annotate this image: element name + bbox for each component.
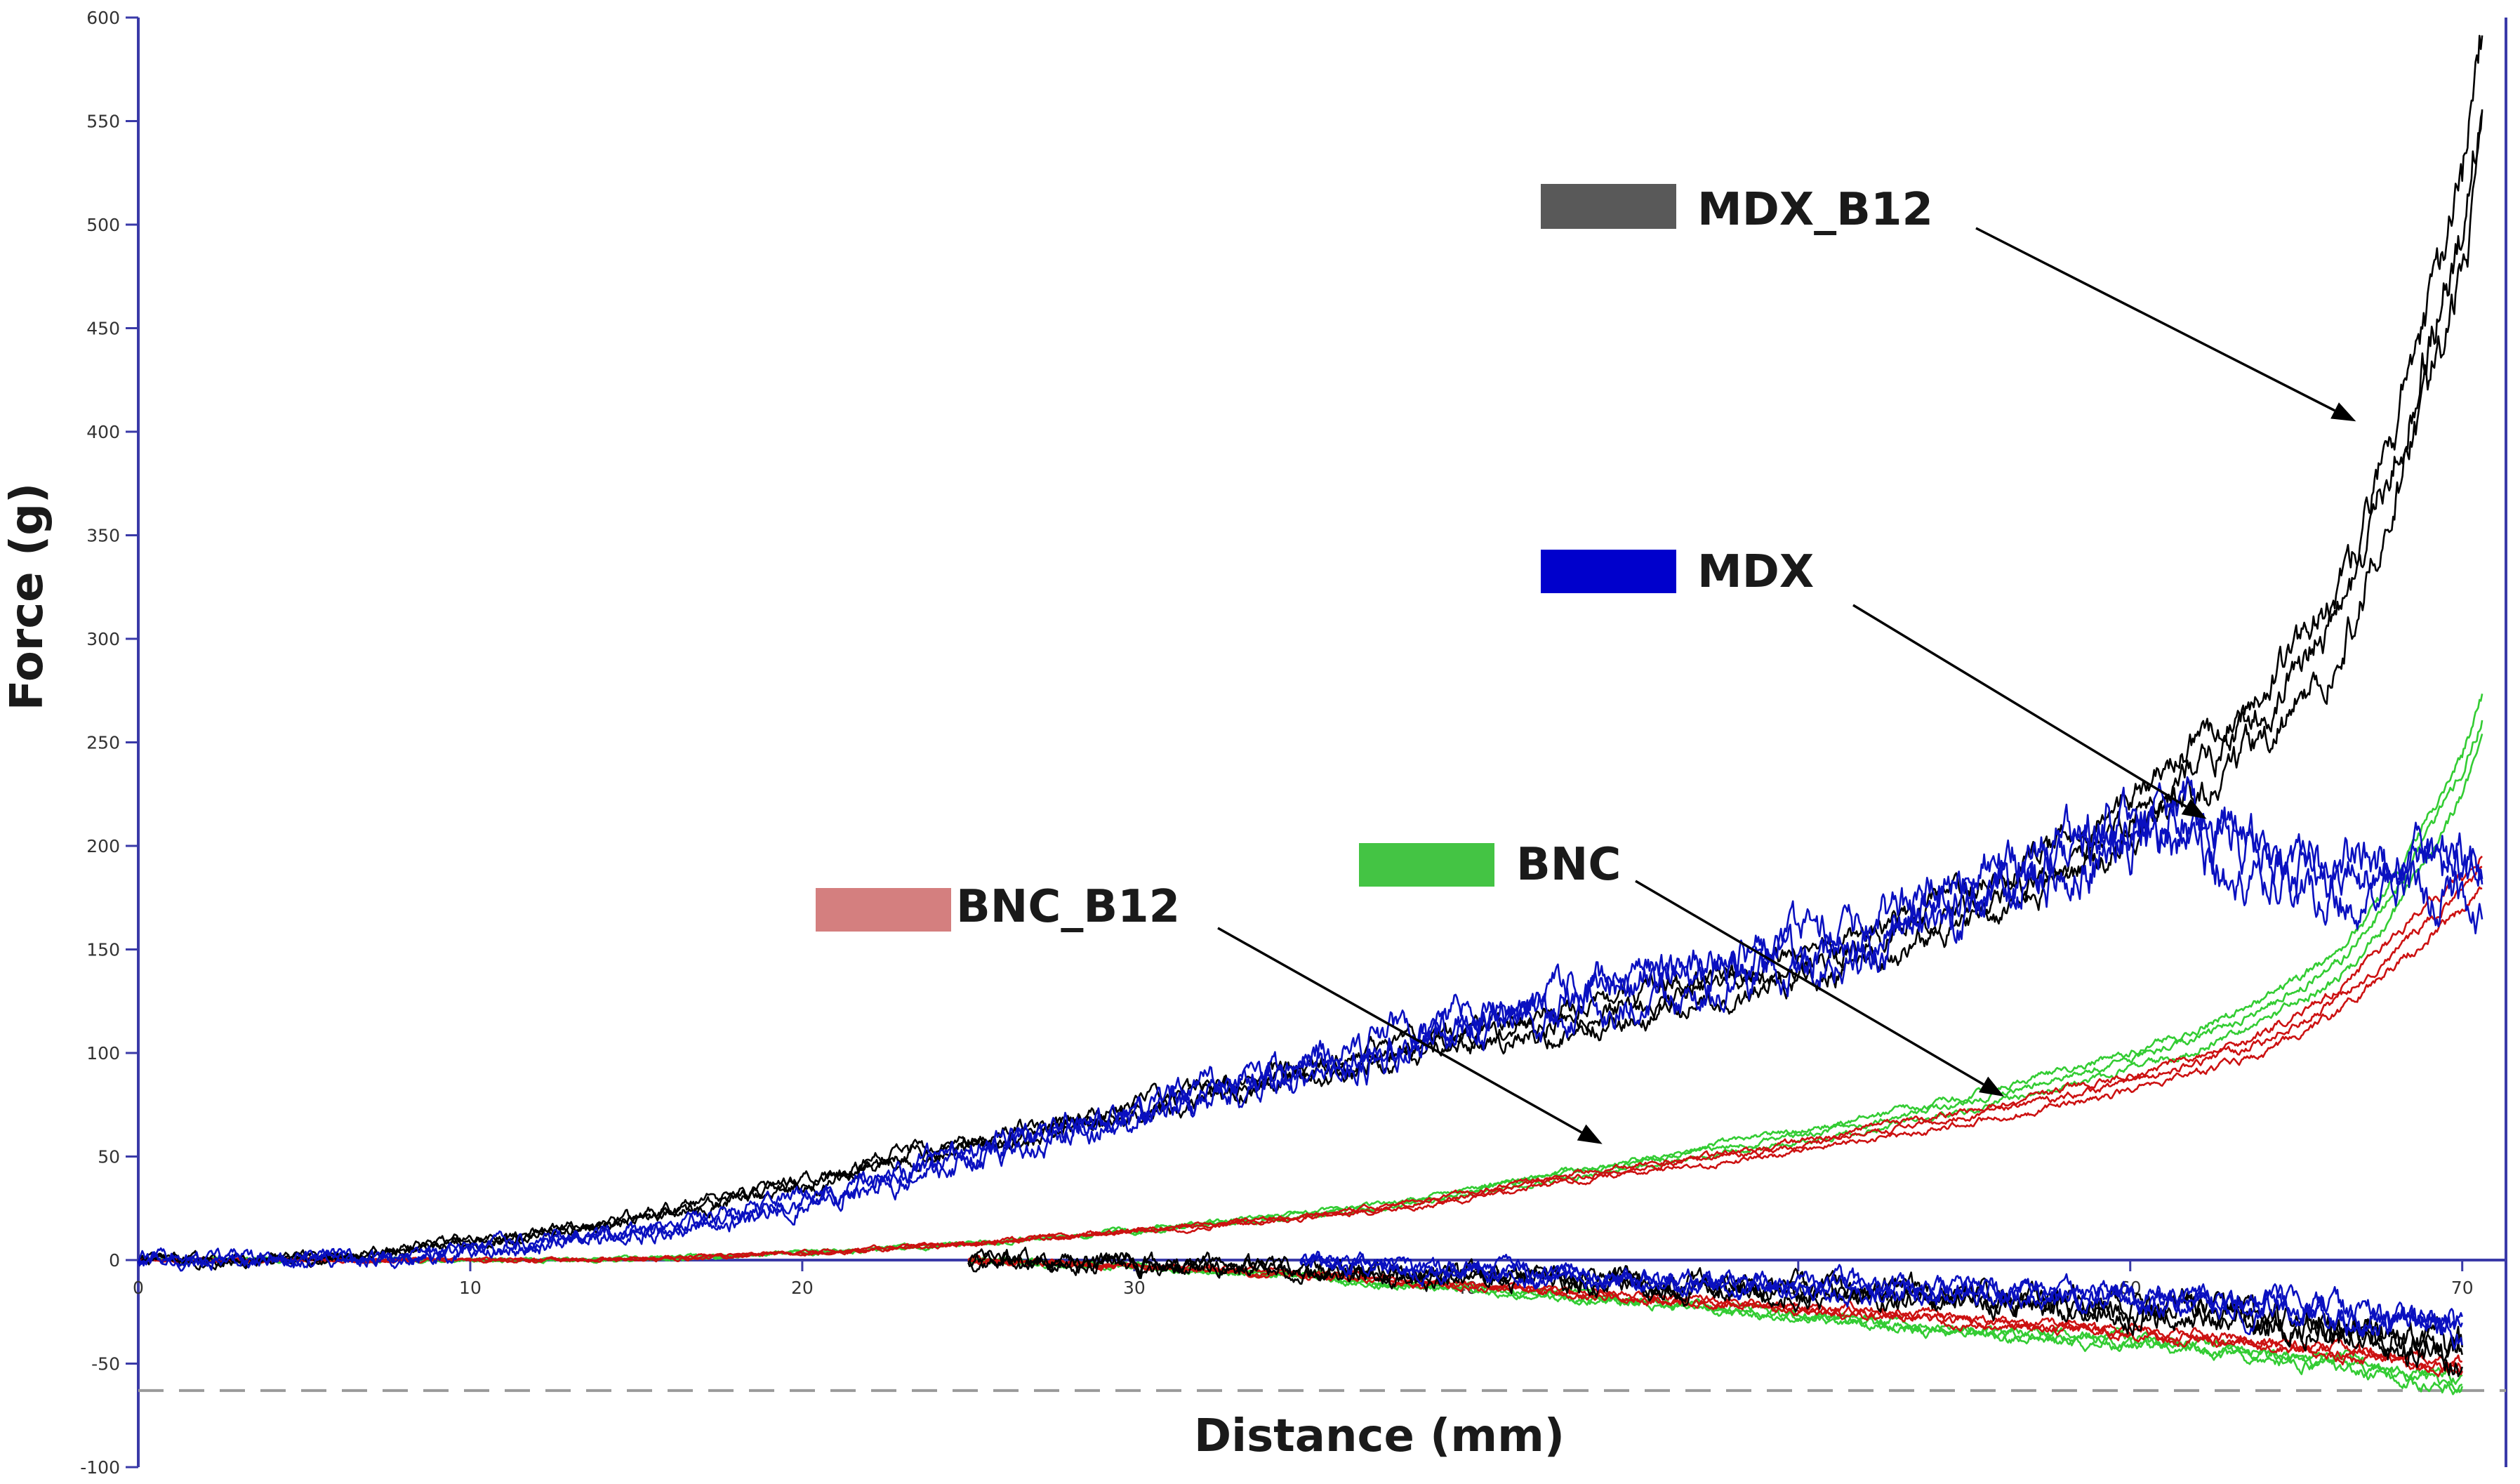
legend-swatch-bnc-b12 [816,888,951,932]
y-tick-label: 350 [86,526,120,546]
y-tick-label: 400 [86,422,120,442]
series-negative-line-bnc-b12 [967,1257,2463,1373]
series-negative-line-mdx [1299,1253,2463,1350]
legend-bnc: BNC [1359,839,1621,891]
x-axis-title: Distance (mm) [1194,1410,1565,1462]
annotation-arrowhead-mdx [2181,798,2207,819]
x-tick-label: 0 [133,1278,144,1298]
series-negative-line-bnc [967,1257,2463,1396]
y-tick-label: 550 [86,112,120,132]
y-tick-label: 150 [86,940,120,960]
series-line-bnc-b12 [138,855,2483,1264]
y-tick-label: 100 [86,1043,120,1064]
annotation-arrowhead-mdx-b12 [2330,402,2356,422]
y-tick-label: 600 [86,8,120,28]
series-negative-line-bnc [967,1257,2463,1393]
x-tick-label: 70 [2451,1278,2474,1298]
series-lines [137,34,2483,1396]
annotation-arrow-mdx [1852,604,2187,808]
series-line-mdx-b12 [138,111,2483,1271]
x-tick-label: 30 [1123,1278,1146,1298]
y-tick-label: 50 [98,1147,120,1167]
x-tick-label: 10 [459,1278,482,1298]
y-axis-ticks: 600550500450400350300250200150100500-50-… [80,8,138,1478]
x-tick-label: 20 [791,1278,814,1298]
annotation-arrow-mdx-b12 [1975,227,2335,412]
y-tick-label: 450 [86,319,120,339]
y-tick-label: 250 [86,733,120,753]
y-tick-label: 200 [86,836,120,856]
series-negative-line-mdx [1299,1250,2463,1334]
legend-swatch-mdx [1541,550,1676,593]
y-tick-label: 300 [86,629,120,649]
legend-bnc-b12: BNC_B12 [816,881,1180,933]
legend-mdx: MDX [1541,546,1814,598]
legend-label-mdx-b12: MDX_B12 [1697,184,1933,236]
series-line-mdx-b12 [137,109,2483,1267]
series-line-mdx [137,776,2483,1272]
series-negative-line-bnc-b12 [967,1257,2463,1368]
annotation-arrow-bnc-b12 [1217,927,1582,1134]
legend-swatch-mdx-b12 [1541,184,1676,229]
legend-swatch-bnc [1359,843,1494,887]
series-negative-line-bnc-b12 [968,1254,2463,1378]
series-line-bnc-b12 [138,886,2483,1264]
y-tick-label: 500 [86,215,120,235]
y-tick-label: -100 [80,1457,120,1478]
series-negative-line-bnc [967,1258,2463,1385]
y-tick-label: -50 [91,1354,120,1374]
annotation-arrowhead-bnc [1979,1076,2005,1097]
series-line-mdx [137,810,2483,1271]
legend-label-bnc: BNC [1516,839,1621,891]
annotation-arrow-bnc [1635,880,1984,1086]
series-line-mdx-b12 [137,34,2483,1269]
legend-mdx-b12: MDX_B12 [1541,184,1933,236]
legend-label-mdx: MDX [1697,546,1814,598]
series-line-bnc [138,734,2483,1265]
series-line-bnc [138,720,2483,1264]
y-axis-title: Force (g) [1,483,53,711]
y-tick-label: 0 [109,1250,120,1271]
legend-label-bnc-b12: BNC_B12 [956,881,1180,933]
annotation-arrows [1217,227,2356,1144]
annotation-arrowhead-bnc-b12 [1577,1124,1603,1144]
